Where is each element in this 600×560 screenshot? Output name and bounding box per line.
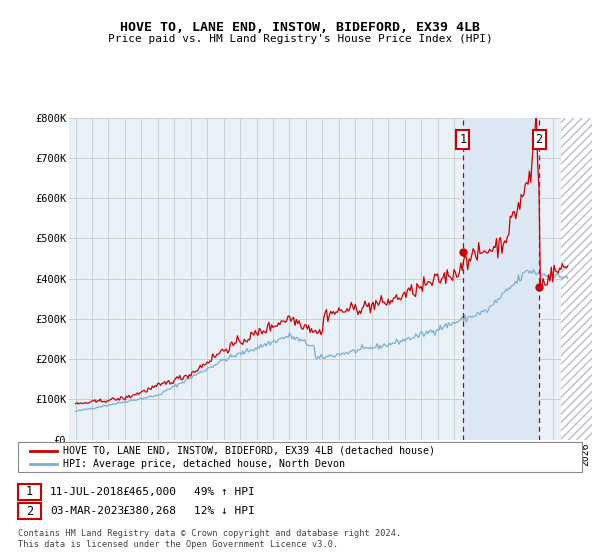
Text: 12% ↓ HPI: 12% ↓ HPI — [194, 506, 254, 516]
Text: Price paid vs. HM Land Registry's House Price Index (HPI): Price paid vs. HM Land Registry's House … — [107, 34, 493, 44]
Text: HPI: Average price, detached house, North Devon: HPI: Average price, detached house, Nort… — [63, 459, 345, 469]
Text: 1: 1 — [459, 133, 466, 146]
Bar — [561, 118, 594, 440]
Text: £380,268: £380,268 — [122, 506, 176, 516]
Text: 2: 2 — [535, 133, 542, 146]
Text: Contains HM Land Registry data © Crown copyright and database right 2024.
This d: Contains HM Land Registry data © Crown c… — [18, 529, 401, 549]
Text: 1: 1 — [26, 485, 33, 498]
Text: 49% ↑ HPI: 49% ↑ HPI — [194, 487, 254, 497]
Bar — [463, 118, 539, 440]
Text: 2: 2 — [26, 505, 33, 518]
Text: £465,000: £465,000 — [122, 487, 176, 497]
Text: HOVE TO, LANE END, INSTOW, BIDEFORD, EX39 4LB: HOVE TO, LANE END, INSTOW, BIDEFORD, EX3… — [120, 21, 480, 34]
Text: 11-JUL-2018: 11-JUL-2018 — [50, 487, 124, 497]
Text: 03-MAR-2023: 03-MAR-2023 — [50, 506, 124, 516]
Text: HOVE TO, LANE END, INSTOW, BIDEFORD, EX39 4LB (detached house): HOVE TO, LANE END, INSTOW, BIDEFORD, EX3… — [63, 446, 435, 455]
